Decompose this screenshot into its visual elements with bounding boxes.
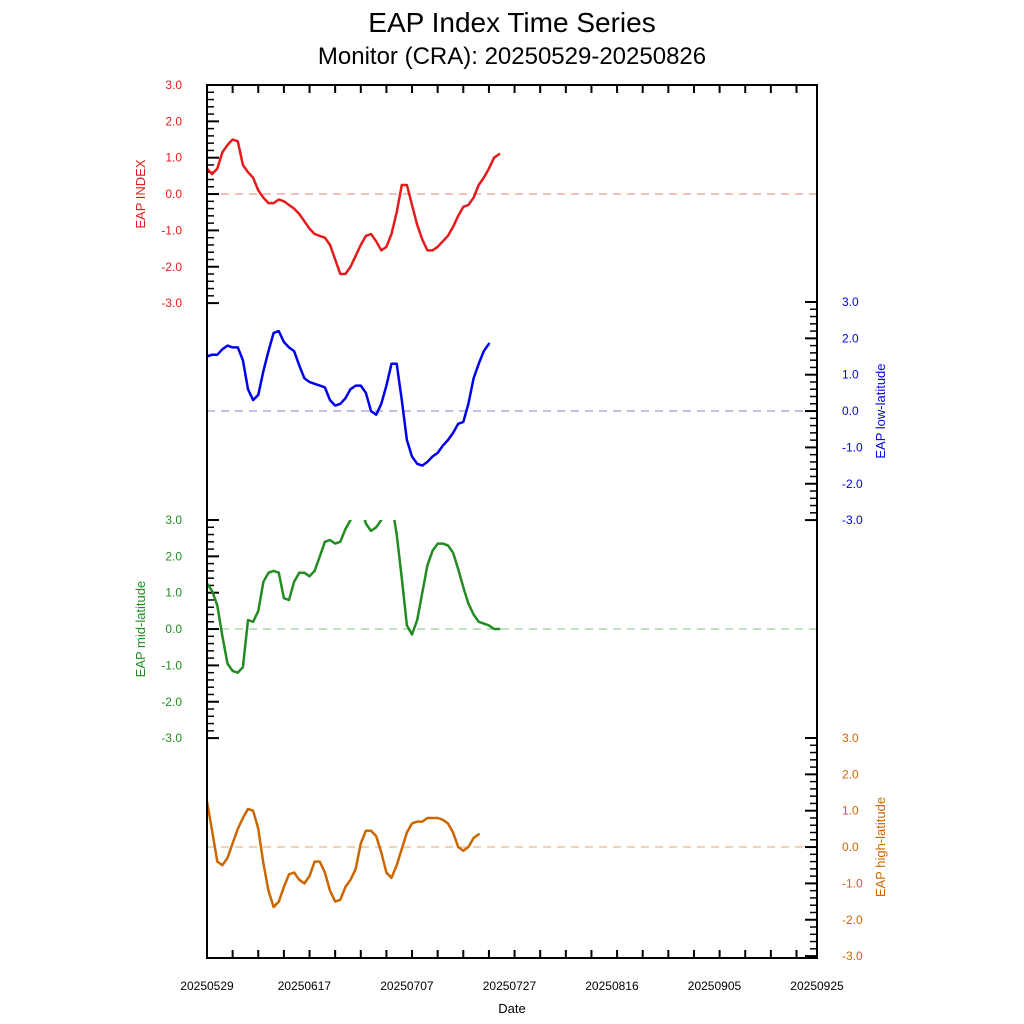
y-tick-label: 3.0 bbox=[165, 513, 182, 527]
x-axis-title: Date bbox=[498, 1001, 525, 1016]
y-axis-title-4: EAP high-latitude bbox=[873, 797, 888, 897]
x-tick-label: 20250727 bbox=[483, 979, 537, 993]
chart-subtitle: Monitor (CRA): 20250529-20250826 bbox=[318, 43, 706, 70]
x-axis: 20250529 20250617 20250707 20250727 20250816… bbox=[180, 85, 844, 993]
y-tick-label: 0.0 bbox=[165, 187, 182, 201]
y-tick-label: -3.0 bbox=[842, 949, 863, 963]
plot-frame bbox=[206, 84, 818, 959]
x-tick-label: 20250816 bbox=[585, 979, 639, 993]
panel-3: 3.0 2.0 1.0 0.0 -1.0 -2.0 -3.0 EAP mid-latitude bbox=[133, 513, 817, 745]
y-tick-label: 2.0 bbox=[842, 767, 859, 781]
panel-4: 3.0 2.0 1.0 0.0 -1.0 -2.0 -3.0 EAP high-latitud… bbox=[207, 731, 888, 963]
y-tick-label: 0.0 bbox=[842, 404, 859, 418]
y-tick-label: -3.0 bbox=[842, 513, 863, 527]
series-line-3 bbox=[207, 520, 501, 674]
y-tick-label: -1.0 bbox=[842, 440, 863, 454]
series-line-4 bbox=[207, 800, 480, 909]
panel-2: 3.0 2.0 1.0 0.0 -1.0 -2.0 -3.0 EAP low-latitude bbox=[207, 295, 888, 527]
y-tick-label: 3.0 bbox=[842, 731, 859, 745]
y-tick-label: 2.0 bbox=[842, 331, 859, 345]
y-tick-label: 2.0 bbox=[165, 114, 182, 128]
y-axis-title-1: EAP INDEX bbox=[133, 159, 148, 228]
series-line-2 bbox=[207, 329, 491, 467]
y-tick-label: 0.0 bbox=[842, 840, 859, 854]
y-tick-label: -1.0 bbox=[842, 876, 863, 890]
y-tick-label: 3.0 bbox=[842, 295, 859, 309]
y-axis-title-2: EAP low-latitude bbox=[873, 363, 888, 458]
y-tick-label: 0.0 bbox=[165, 622, 182, 636]
y-tick-label: 1.0 bbox=[842, 804, 859, 818]
x-tick-label: 20250905 bbox=[688, 979, 742, 993]
panels-layer: 3.0 2.0 1.0 0.0 -1.0 -2.0 -3.0 EAP INDEX 3.0 2.0 1… bbox=[133, 78, 888, 963]
y-tick-label: -1.0 bbox=[161, 658, 182, 672]
y-tick-label: 3.0 bbox=[165, 78, 182, 92]
x-tick-label: 20250707 bbox=[380, 979, 434, 993]
y-tick-label: 1.0 bbox=[165, 151, 182, 165]
x-tick-label: 20250529 bbox=[180, 979, 234, 993]
y-tick-label: -2.0 bbox=[161, 260, 182, 274]
y-axis-title-3: EAP mid-latitude bbox=[133, 581, 148, 678]
y-tick-label: 1.0 bbox=[842, 368, 859, 382]
y-tick-label: -2.0 bbox=[161, 695, 182, 709]
panel-1: 3.0 2.0 1.0 0.0 -1.0 -2.0 -3.0 EAP INDEX bbox=[133, 78, 817, 310]
y-tick-label: 1.0 bbox=[165, 586, 182, 600]
y-tick-label: -1.0 bbox=[161, 223, 182, 237]
y-tick-label: -3.0 bbox=[161, 296, 182, 310]
y-tick-label: -2.0 bbox=[842, 913, 863, 927]
series-line-1 bbox=[207, 138, 501, 276]
y-tick-label: -3.0 bbox=[161, 731, 182, 745]
chart-title: EAP Index Time Series bbox=[368, 7, 655, 38]
x-tick-label: 20250617 bbox=[278, 979, 332, 993]
y-tick-label: -2.0 bbox=[842, 477, 863, 491]
x-tick-label: 20250925 bbox=[790, 979, 844, 993]
y-tick-label: 2.0 bbox=[165, 549, 182, 563]
